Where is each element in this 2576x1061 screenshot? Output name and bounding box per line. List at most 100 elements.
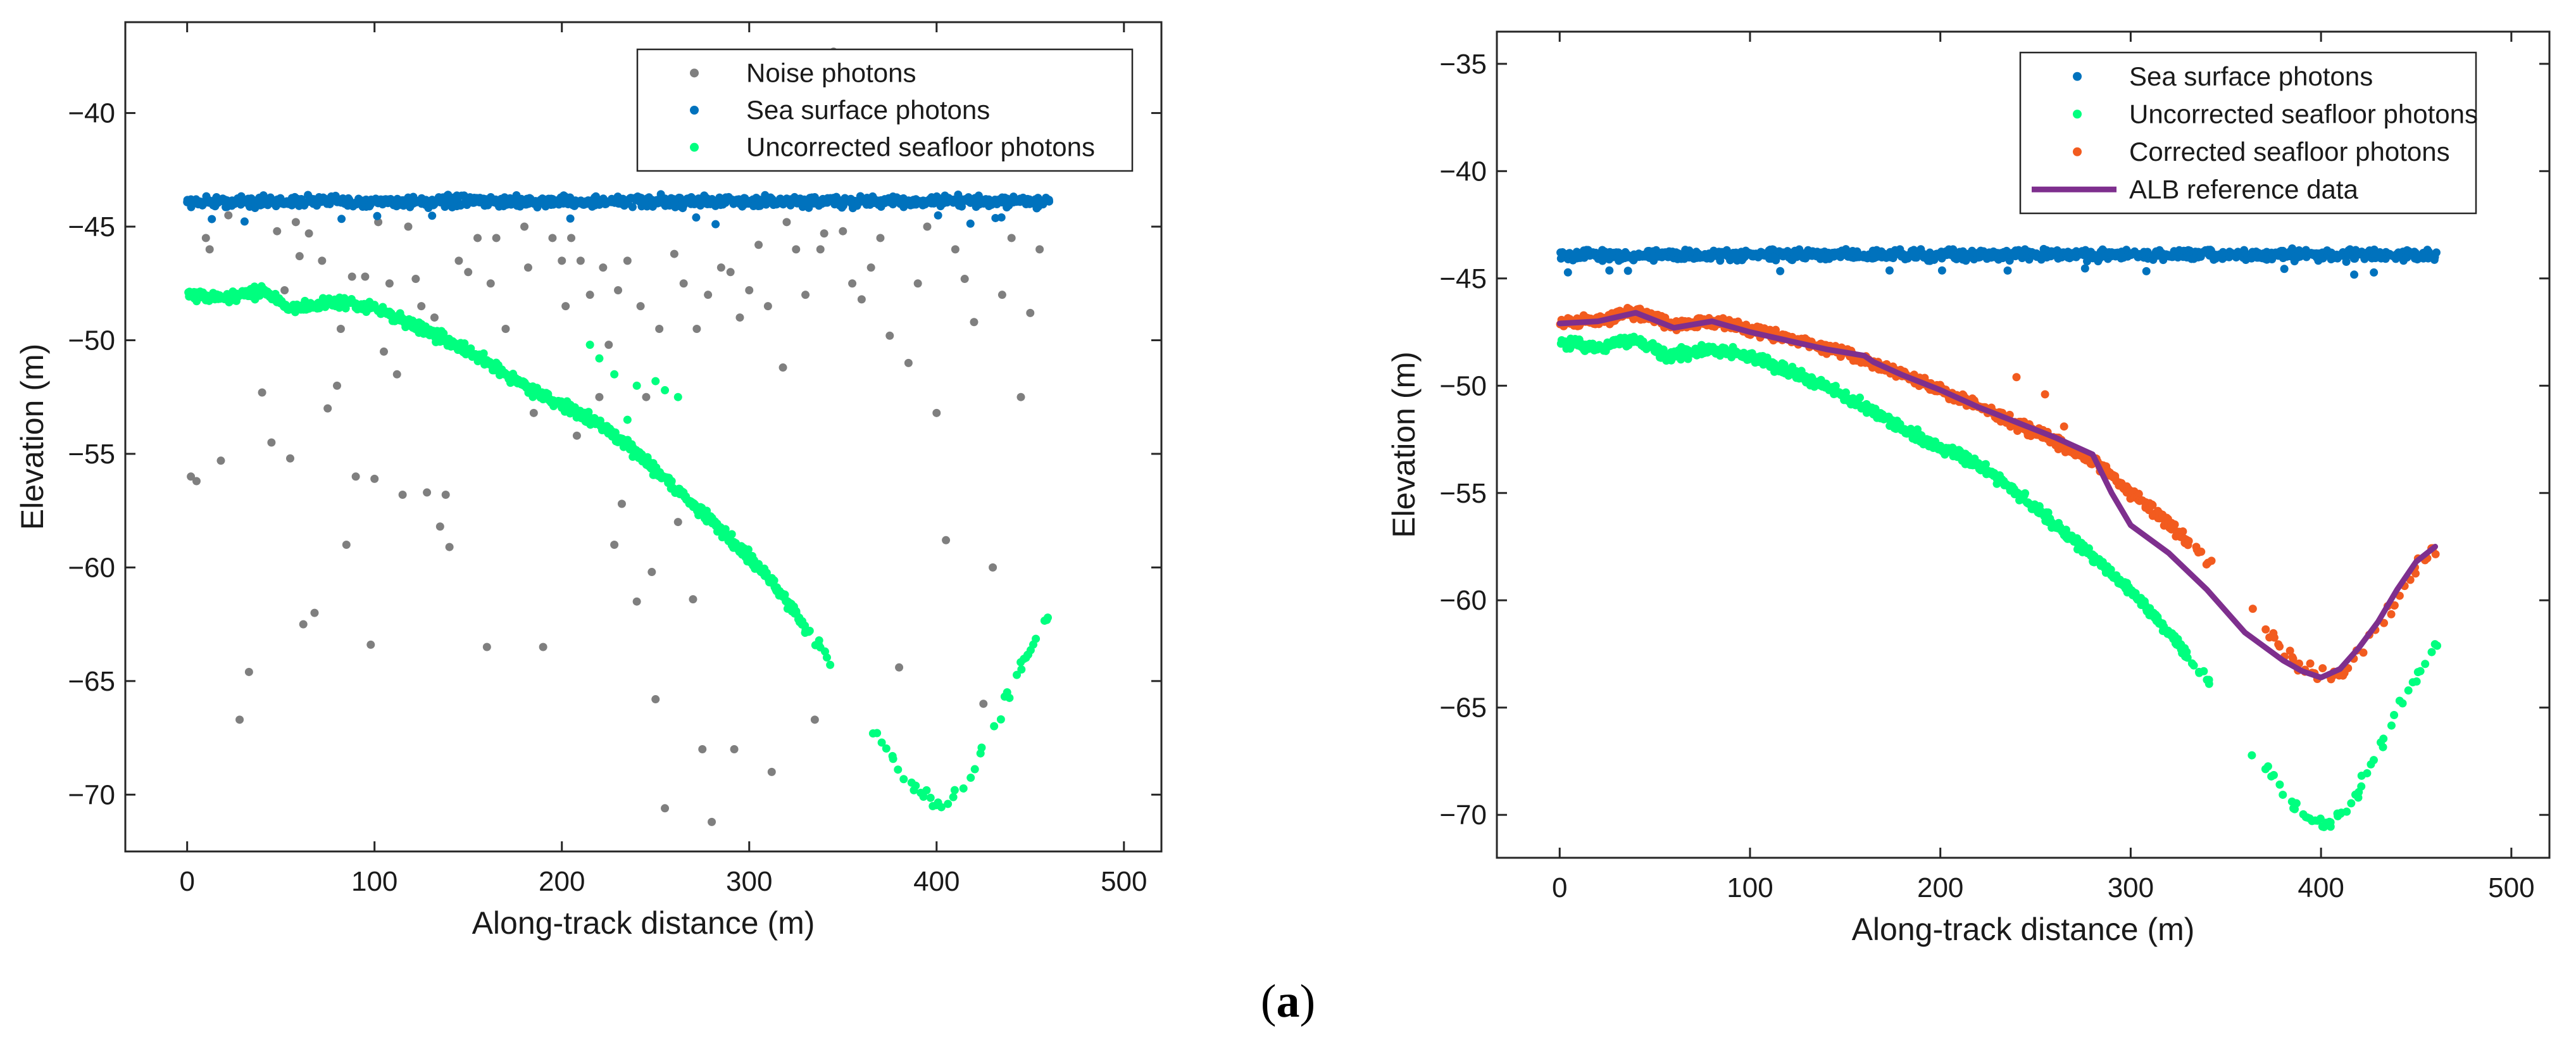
chart2-point-uncorrected-seafloor-photons — [2398, 699, 2407, 708]
chart2-x-tick-label: 200 — [1917, 872, 1963, 903]
chart1-point-uncorrected-seafloor-photons — [770, 576, 778, 585]
chart2-point-uncorrected-seafloor-photons — [2379, 743, 2387, 751]
chart2-point-sea-surface-photons — [2370, 268, 2379, 277]
chart2-point-sea-surface-photons — [2432, 248, 2441, 257]
chart1-point-noise-photons — [201, 234, 210, 242]
chart1-point-noise-photons — [692, 325, 701, 334]
chart2-y-tick-label: −60 — [1439, 585, 1487, 616]
chart1-point-noise-photons — [735, 313, 744, 322]
chart1-data-layer — [183, 47, 1054, 826]
chart1-point-noise-photons — [876, 234, 885, 242]
chart2-point-corrected-seafloor-photons — [2431, 549, 2440, 558]
chart2-point-corrected-seafloor-photons — [2285, 646, 2294, 655]
chart1-point-noise-photons — [267, 438, 276, 447]
chart1-legend-marker-noise-photons — [690, 68, 699, 78]
chart2-point-uncorrected-seafloor-photons — [2421, 660, 2430, 669]
chart1-point-noise-photons — [464, 268, 473, 277]
chart1-point-noise-photons — [816, 245, 825, 254]
chart1-point-uncorrected-seafloor-photons — [1017, 665, 1026, 674]
chart2-legend-marker-sea-surface-photons — [2073, 72, 2082, 81]
chart1-point-noise-photons — [385, 279, 394, 288]
chart1-point-noise-photons — [585, 291, 594, 299]
chart1-point-noise-photons — [997, 291, 1006, 299]
chart1-point-noise-photons — [304, 229, 313, 238]
chart1-point-uncorrected-seafloor-photons — [1043, 613, 1052, 622]
chart1-legend-label-sea-surface-photons: Sea surface photons — [746, 95, 990, 125]
chart1-legend-box — [636, 48, 1134, 172]
chart1-point-noise-photons — [576, 256, 585, 265]
chart1-y-tick-label: −45 — [68, 211, 115, 242]
chart2-point-sea-surface-photons — [2350, 270, 2359, 279]
chart2-x-tick-label: 400 — [2298, 872, 2344, 903]
chart1-point-noise-photons — [792, 245, 801, 254]
chart1-point-sea-surface-photons — [373, 211, 382, 220]
chart2-point-uncorrected-seafloor-photons — [2412, 677, 2421, 686]
chart1-point-uncorrected-seafloor-photons — [950, 786, 959, 794]
chart1-point-noise-photons — [235, 715, 244, 724]
left-chart-panel: 0 100 200 300 400 500 −40 −45 −50 −55 −60 −65 −70 Alo… — [15, 21, 1163, 941]
chart1-point-noise-photons — [617, 499, 626, 508]
chart2-point-sea-surface-photons — [2342, 257, 2351, 266]
chart2-point-corrected-seafloor-photons — [2041, 390, 2049, 399]
chart1-point-noise-photons — [336, 325, 345, 334]
chart2-data-layer — [1556, 244, 2442, 831]
chart1-point-noise-photons — [839, 227, 847, 235]
chart1-point-noise-photons — [885, 331, 894, 340]
chart1-point-noise-photons — [698, 744, 707, 753]
chart1-point-sea-surface-photons — [428, 211, 437, 220]
chart1-point-noise-photons — [486, 279, 495, 288]
chart2-point-corrected-seafloor-photons — [2390, 601, 2399, 610]
chart1-x-tick-label: 300 — [726, 866, 772, 897]
chart2-point-corrected-seafloor-photons — [2170, 520, 2179, 529]
chart1-legend-label-noise-photons: Noise photons — [746, 58, 916, 87]
chart1-point-noise-photons — [572, 431, 581, 440]
chart1-point-noise-photons — [224, 211, 233, 220]
chart1-point-sea-surface-photons — [240, 217, 249, 226]
chart1-point-noise-photons — [1026, 308, 1035, 317]
chart1-point-noise-photons — [501, 325, 510, 334]
chart1-point-sea-surface-photons — [628, 203, 637, 211]
chart1-point-noise-photons — [380, 347, 389, 356]
chart1-point-noise-photons — [1016, 392, 1025, 401]
chart1-point-noise-photons — [923, 222, 932, 231]
chart1-point-noise-photons — [708, 817, 716, 826]
chart1-point-uncorrected-seafloor-photons — [826, 660, 835, 669]
chart1-point-noise-photons — [913, 279, 922, 288]
chart1-point-noise-photons — [754, 241, 763, 249]
chart2-x-axis-title: Along-track distance (m) — [1852, 912, 2195, 947]
chart1-point-noise-photons — [244, 667, 253, 676]
chart1-point-noise-photons — [318, 256, 327, 265]
chart2-point-uncorrected-seafloor-photons — [2279, 790, 2287, 799]
chart1-point-noise-photons — [979, 700, 988, 708]
chart2-legend-label-sea-surface-photons: Sea surface photons — [2129, 61, 2373, 91]
chart1-point-noise-photons — [454, 256, 463, 265]
caption-close-paren: ) — [1299, 976, 1316, 1027]
chart1-point-uncorrected-seafloor-photons — [611, 428, 620, 437]
chart1-series-uncorrected-seafloor-photons — [184, 282, 1052, 812]
chart2-point-uncorrected-seafloor-photons — [2404, 686, 2413, 695]
chart1-point-noise-photons — [333, 381, 342, 390]
caption-letter: a — [1276, 976, 1300, 1027]
chart1-point-uncorrected-seafloor-photons — [899, 775, 908, 784]
chart2-point-corrected-seafloor-photons — [2387, 610, 2396, 618]
chart1-point-noise-photons — [904, 358, 913, 367]
chart1-point-noise-photons — [529, 408, 538, 417]
chart1-point-noise-photons — [430, 313, 439, 322]
chart2-legend-marker-uncorrected-seafloor-photons — [2073, 110, 2082, 119]
chart2-point-uncorrected-seafloor-photons — [2416, 667, 2425, 675]
chart1-legend-marker-uncorrected-seafloor-photons — [690, 142, 699, 152]
chart1-point-uncorrected-seafloor-photons — [822, 653, 831, 662]
chart1-point-noise-photons — [632, 597, 641, 606]
chart2-point-corrected-seafloor-photons — [2318, 664, 2327, 673]
chart2-point-corrected-seafloor-photons — [2359, 648, 2368, 657]
chart2-point-corrected-seafloor-photons — [2184, 537, 2193, 546]
chart2-x-tick-label: 0 — [1552, 872, 1567, 903]
chart1-point-noise-photons — [726, 268, 735, 277]
chart1-point-noise-photons — [636, 302, 645, 311]
chart1-point-noise-photons — [866, 263, 875, 272]
chart1-point-noise-photons — [661, 804, 670, 813]
chart1-point-noise-photons — [704, 291, 713, 299]
chart1-point-noise-photons — [205, 245, 214, 254]
chart1-point-noise-photons — [960, 275, 969, 284]
chart2-legend-label-corrected-seafloor-photons: Corrected seafloor photons — [2129, 137, 2450, 166]
